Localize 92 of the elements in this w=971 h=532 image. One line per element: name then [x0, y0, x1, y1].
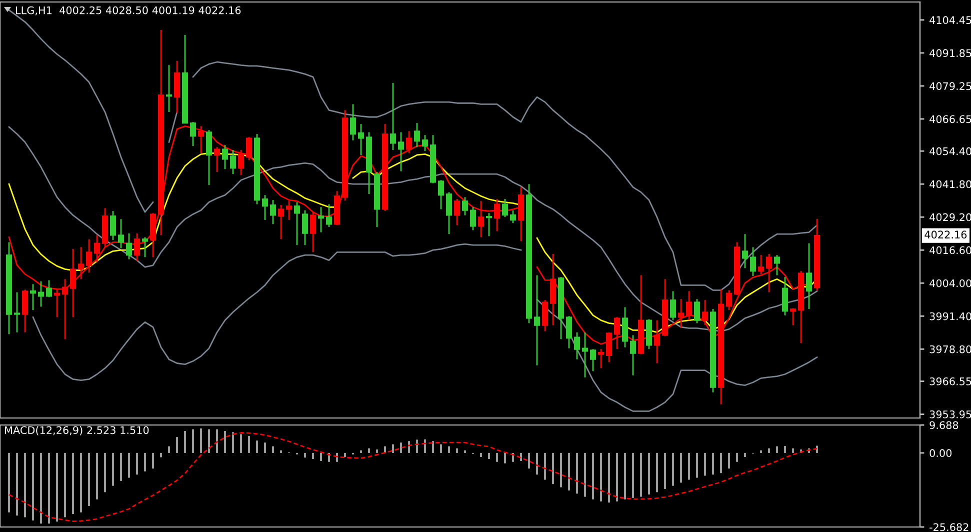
- candlestick: [630, 334, 636, 376]
- text: 4022.16: [924, 230, 967, 239]
- y-tick-label: -25.682: [930, 523, 968, 532]
- candlestick: [126, 232, 132, 260]
- candlestick: [790, 308, 796, 326]
- candlestick: [774, 254, 780, 276]
- candlestick: [566, 315, 572, 350]
- candlestick: [686, 290, 692, 321]
- y-tick-label: 4054.40: [930, 147, 971, 156]
- y-tick-label: 4104.45: [930, 16, 971, 24]
- candlestick: [542, 299, 548, 332]
- candlestick: [294, 201, 300, 246]
- y-tick-label: 4041.80: [930, 180, 971, 188]
- candlestick: [574, 332, 580, 360]
- y-tick-label: 0.00: [930, 449, 952, 458]
- y-tick-label: 4004.00: [930, 279, 971, 288]
- candlestick: [534, 274, 540, 366]
- candlestick: [286, 200, 292, 221]
- candlestick: [486, 212, 492, 237]
- y-tick-label: 4016.60: [930, 246, 971, 254]
- candlestick: [230, 149, 236, 175]
- y-tick-label: 3991.40: [930, 312, 971, 320]
- candlestick: [350, 103, 356, 142]
- candlestick: [494, 198, 500, 232]
- y-tick-label: 4091.85: [930, 49, 971, 58]
- candlestick: [54, 288, 60, 318]
- candlestick: [262, 194, 268, 221]
- candlestick: [222, 144, 228, 170]
- candlestick: [694, 298, 700, 324]
- candlestick: [414, 122, 420, 148]
- candlestick: [238, 149, 244, 176]
- candlestick: [582, 332, 588, 378]
- candlestick: [70, 248, 76, 318]
- candlestick: [590, 348, 596, 372]
- candlestick: [390, 82, 396, 151]
- candlestick: [470, 206, 476, 231]
- candlestick: [118, 218, 124, 249]
- candlestick: [310, 211, 316, 253]
- y-tick-label: 3978.80: [930, 345, 971, 354]
- candlestick: [406, 130, 412, 154]
- candlestick: [358, 123, 364, 156]
- y-tick-label: 4029.20: [930, 213, 971, 222]
- candlestick: [438, 179, 444, 210]
- candlestick: [318, 206, 324, 233]
- candlestick: [422, 134, 428, 152]
- chart-title: MACD(12,26,9) 2.523 1.510: [5, 426, 149, 436]
- candlestick: [622, 306, 628, 348]
- candlestick: [302, 210, 308, 246]
- candlestick: [46, 280, 52, 298]
- candlestick: [750, 246, 756, 277]
- candlestick: [758, 254, 764, 275]
- y-tick-label: 4066.65: [930, 115, 971, 124]
- candlestick: [62, 278, 68, 340]
- candlestick: [78, 246, 84, 280]
- candlestick: [462, 196, 468, 216]
- y-tick-label: 4079.25: [930, 82, 971, 90]
- candlestick: [278, 204, 284, 240]
- candlestick: [214, 146, 220, 173]
- candlestick: [598, 348, 604, 369]
- candlestick: [478, 200, 484, 238]
- candlestick: [454, 198, 460, 226]
- candlestick: [398, 132, 404, 172]
- y-tick-label: 3953.95: [930, 410, 971, 418]
- candlestick: [806, 242, 812, 310]
- candlestick: [190, 121, 196, 147]
- candlestick: [94, 234, 100, 263]
- candlestick: [166, 64, 172, 113]
- chart-title: LLG,H1 4002.25 4028.50 4001.19 4022.16: [16, 6, 241, 16]
- candlestick: [742, 233, 748, 269]
- candlestick: [206, 129, 212, 186]
- candlestick: [702, 299, 708, 326]
- candlestick: [446, 191, 452, 235]
- candlestick: [246, 136, 252, 161]
- candlestick: [326, 204, 332, 228]
- candlestick: [86, 238, 92, 274]
- candlestick: [270, 199, 276, 225]
- y-tick-label: 3966.55: [930, 377, 971, 386]
- y-tick-label: 9.688: [930, 421, 958, 430]
- candlestick: [766, 253, 772, 293]
- candlestick: [142, 236, 148, 258]
- candlestick: [678, 298, 684, 329]
- candlestick: [14, 292, 20, 334]
- candlestick: [134, 232, 140, 262]
- candlestick: [502, 198, 508, 218]
- candlestick: [38, 280, 44, 308]
- candlestick: [782, 276, 788, 316]
- candlestick: [670, 290, 676, 321]
- candlestick: [30, 283, 36, 311]
- candlestick: [726, 289, 732, 311]
- candlestick: [510, 210, 516, 224]
- candlestick: [110, 210, 116, 241]
- candlestick: [22, 288, 28, 334]
